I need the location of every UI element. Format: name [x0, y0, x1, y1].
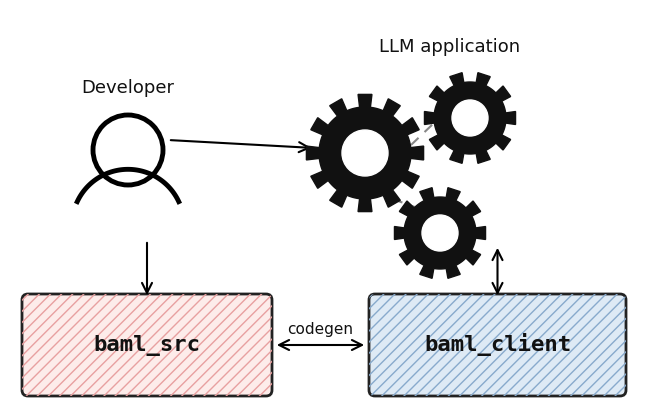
Polygon shape: [306, 94, 424, 212]
Circle shape: [452, 100, 488, 136]
Circle shape: [422, 215, 458, 251]
Polygon shape: [424, 73, 516, 163]
Circle shape: [342, 130, 388, 176]
Text: baml_src: baml_src: [94, 335, 200, 355]
FancyBboxPatch shape: [22, 294, 272, 396]
Text: LLM application: LLM application: [379, 38, 521, 56]
Polygon shape: [395, 188, 486, 278]
FancyBboxPatch shape: [369, 294, 626, 396]
Text: codegen: codegen: [287, 322, 353, 337]
Text: Developer: Developer: [81, 79, 174, 97]
Text: baml_client: baml_client: [424, 333, 571, 357]
